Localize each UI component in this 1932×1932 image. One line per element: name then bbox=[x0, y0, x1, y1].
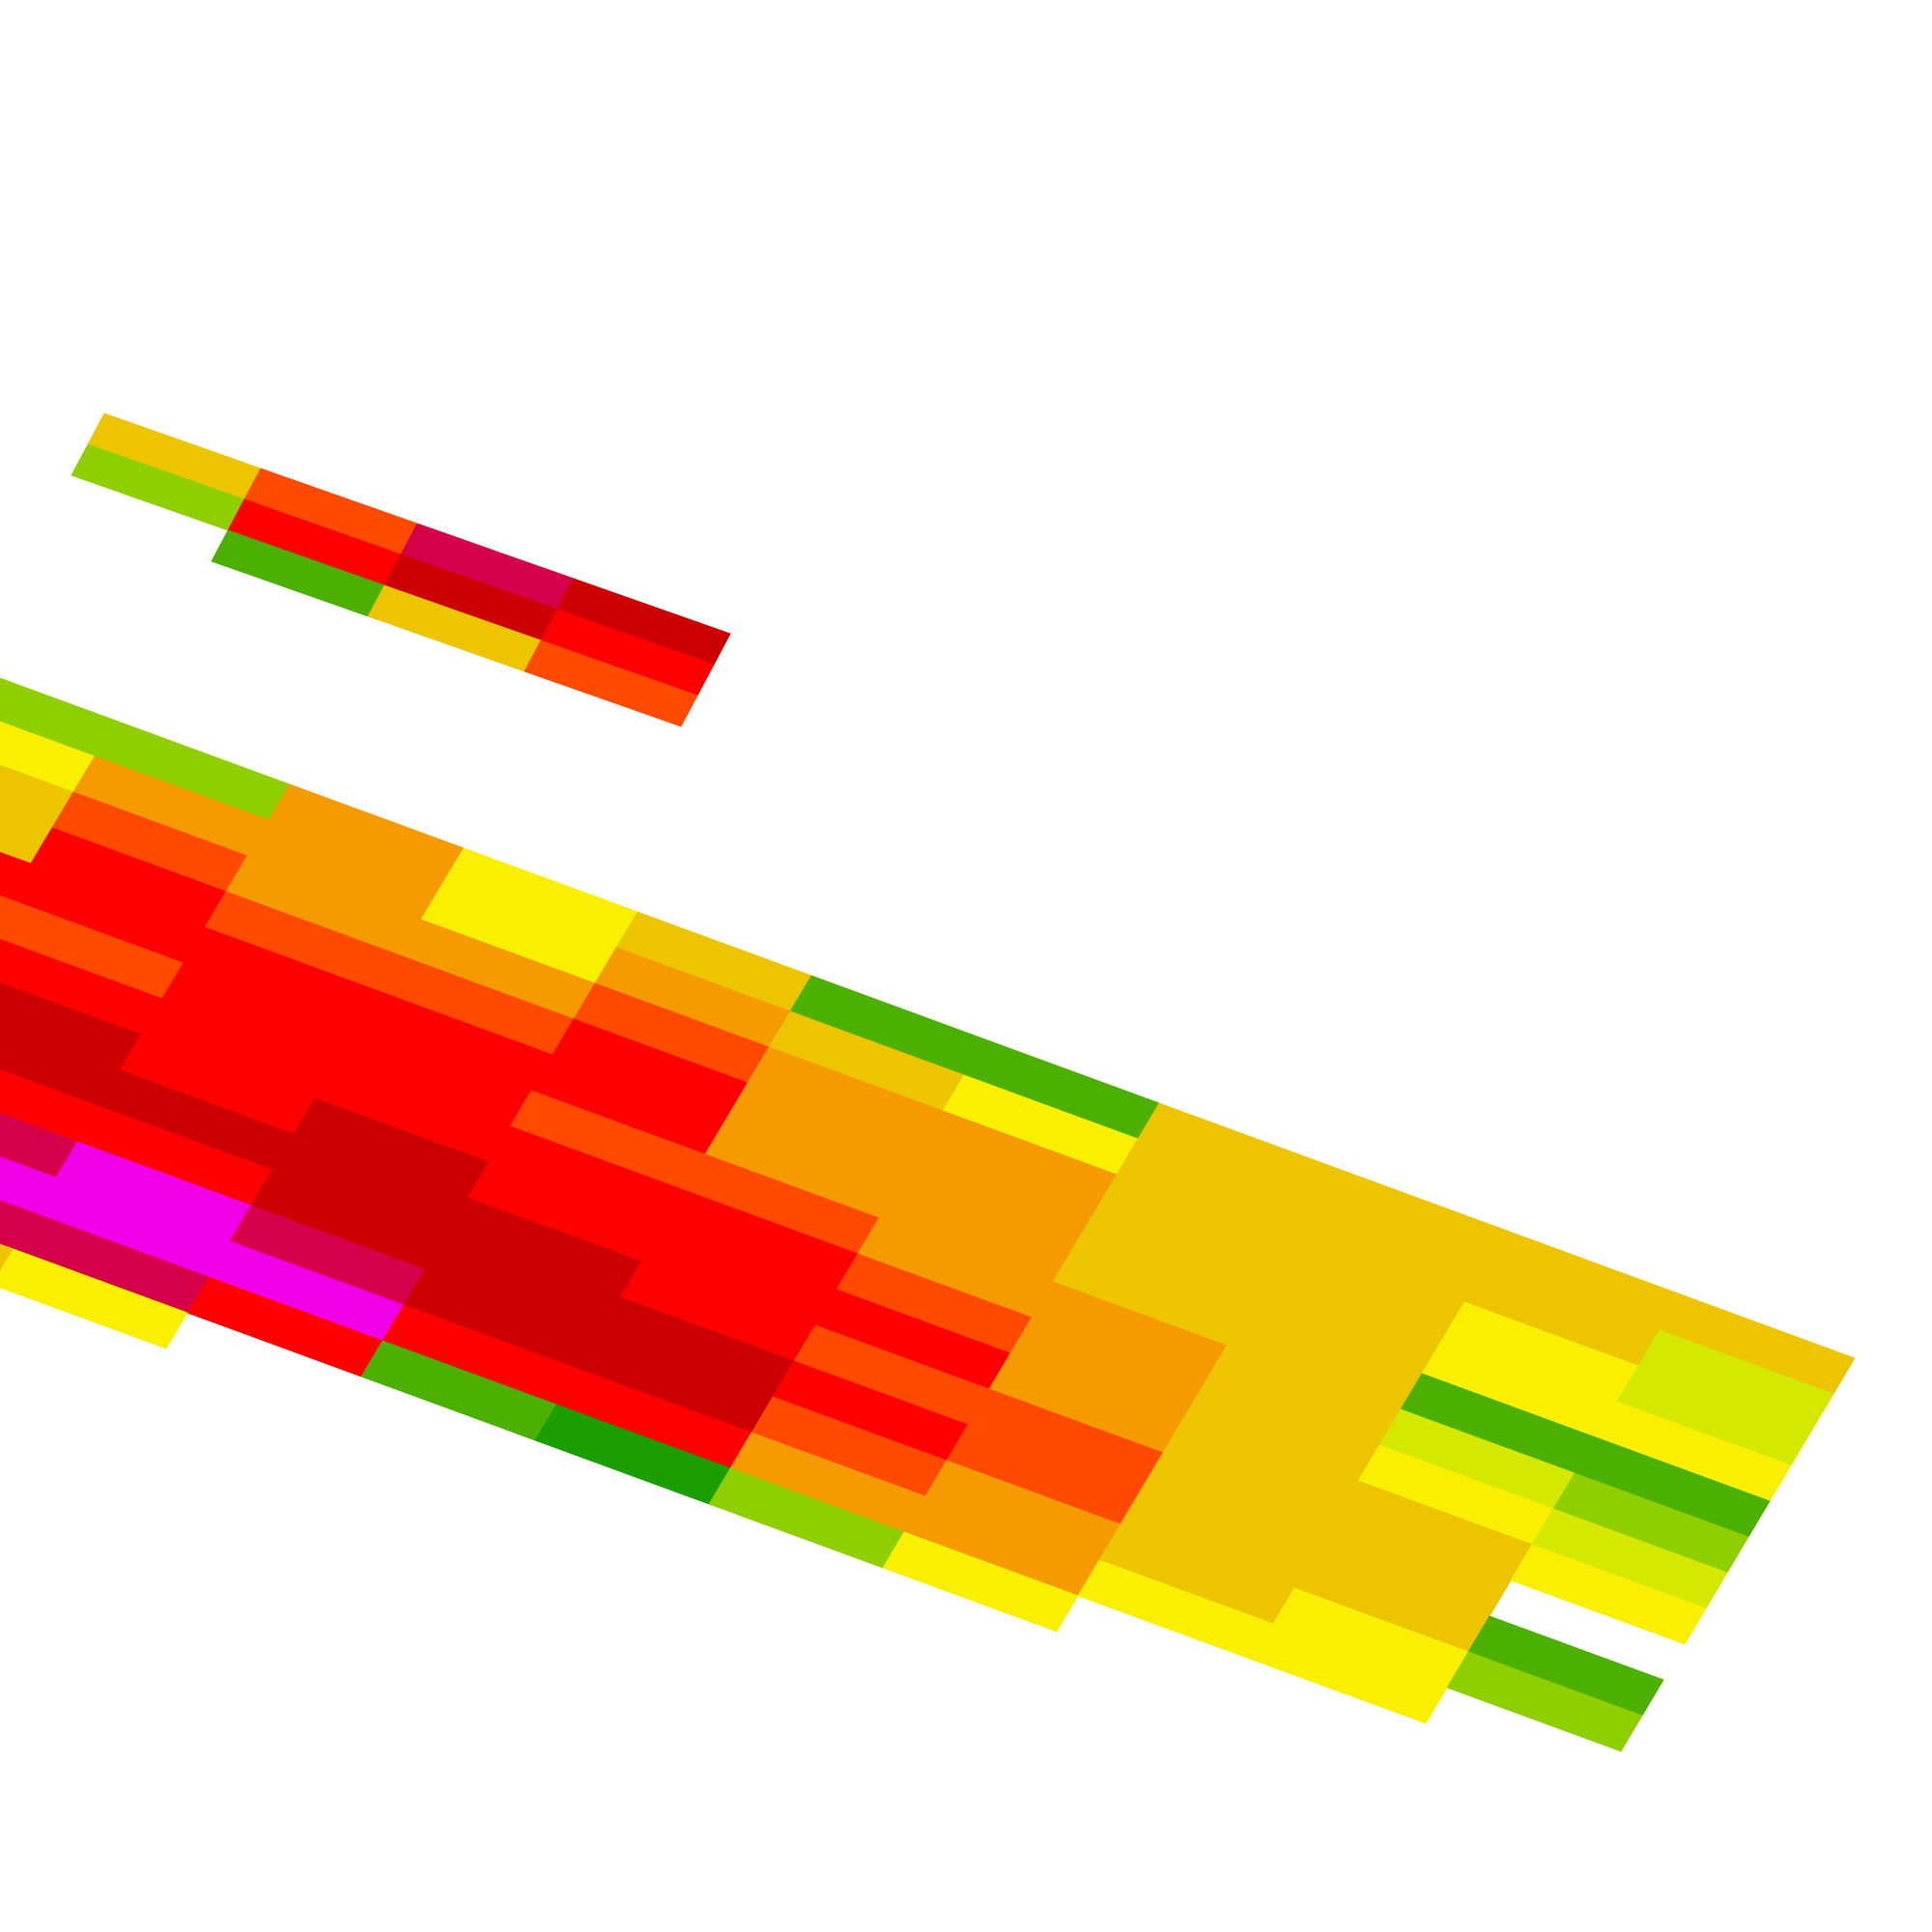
heat-tile bbox=[0, 1243, 14, 1273]
heat-tile bbox=[524, 639, 698, 727]
heat-tile bbox=[1251, 1623, 1448, 1724]
heat-tile bbox=[1446, 1651, 1643, 1752]
heat-tile bbox=[0, 1248, 188, 1350]
heat-tile bbox=[0, 895, 11, 917]
heat-tile bbox=[1510, 1544, 1707, 1645]
heat-tile bbox=[882, 1531, 1079, 1633]
